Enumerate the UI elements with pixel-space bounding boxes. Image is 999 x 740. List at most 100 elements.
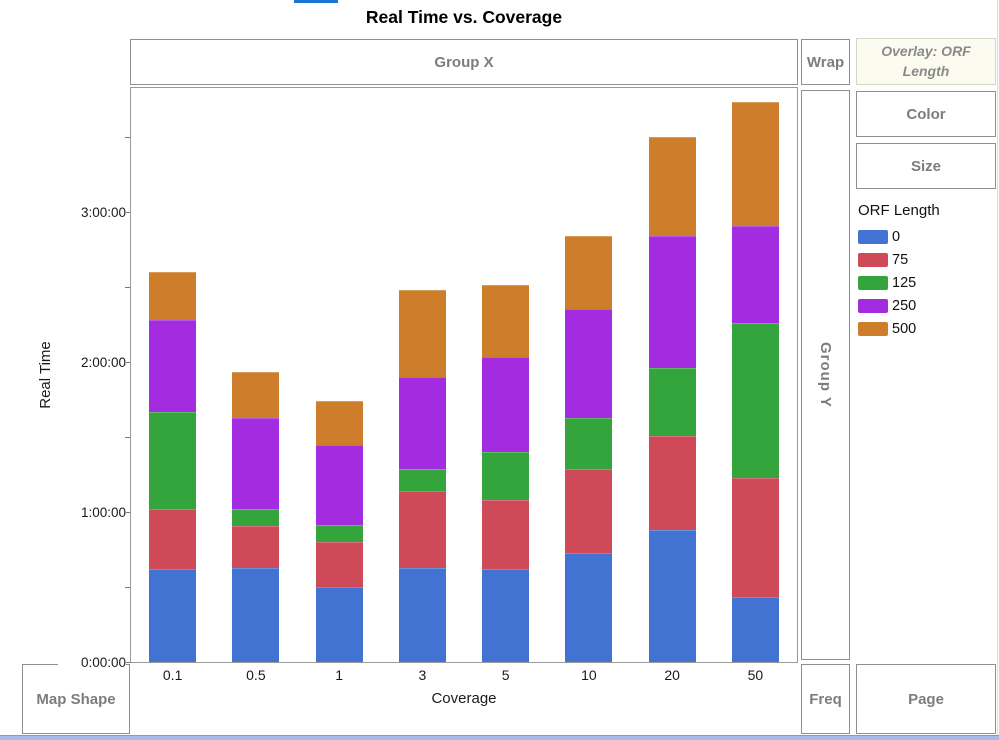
bar-segment-x1-orf250[interactable] <box>315 445 363 525</box>
bar-segment-x1-orf125[interactable] <box>315 524 363 543</box>
bar-segment-x0.5-orf250[interactable] <box>232 418 280 510</box>
bar-segment-x3-orf250[interactable] <box>398 376 446 469</box>
drop-zone-group-x-label: Group X <box>434 53 494 71</box>
legend-title: ORF Length <box>858 202 940 219</box>
y-tick-mark <box>122 661 130 663</box>
legend-swatch-75[interactable] <box>858 252 888 267</box>
bar-segment-x10-orf125[interactable] <box>565 418 613 469</box>
bar-segment-x10-orf0[interactable] <box>565 553 613 662</box>
bar-segment-x1-orf0[interactable] <box>315 587 363 662</box>
bar-segment-x1-orf500[interactable] <box>315 400 363 446</box>
y-minor-tick-mark <box>125 436 130 438</box>
drop-zone-group-y-label: Group Y <box>817 342 834 408</box>
bar-segment-x20-orf75[interactable] <box>648 435 696 531</box>
drop-zone-freq[interactable]: Freq <box>801 664 850 734</box>
x-tick-label: 0.5 <box>246 667 266 683</box>
bar-segment-x10-orf500[interactable] <box>565 236 613 310</box>
bar-segment-x3-orf500[interactable] <box>398 289 446 377</box>
drop-zone-color[interactable]: Color <box>856 91 996 137</box>
chart-title: Real Time vs. Coverage <box>365 7 563 27</box>
legend-item-label: 0 <box>892 228 901 245</box>
y-tick-label: 0:00:00 <box>58 652 126 672</box>
bar-segment-x5-orf75[interactable] <box>482 500 530 570</box>
y-axis-title: Real Time <box>37 341 54 409</box>
y-minor-tick-mark <box>125 286 130 288</box>
legend-swatch-125[interactable] <box>858 275 888 290</box>
drop-zone-freq-label: Freq <box>809 690 842 708</box>
x-tick-label: 5 <box>501 667 510 683</box>
legend-item-label: 250 <box>892 297 917 314</box>
bar-segment-x1-orf75[interactable] <box>315 542 363 588</box>
drop-zone-page[interactable]: Page <box>856 664 996 734</box>
drop-zone-group-x[interactable]: Group X <box>130 39 798 85</box>
bar-segment-x0.5-orf75[interactable] <box>232 526 280 569</box>
drop-zone-overlay-label: Overlay: ORF Length <box>881 42 971 79</box>
drop-zone-wrap-label: Wrap <box>806 53 845 71</box>
bar-segment-x3-orf125[interactable] <box>398 468 446 492</box>
bar-segment-x0.1-orf75[interactable] <box>149 509 197 570</box>
drop-zone-page-label: Page <box>908 690 944 708</box>
bar-segment-x20-orf250[interactable] <box>648 236 696 368</box>
bar-segment-x5-orf500[interactable] <box>482 285 530 358</box>
bar-segment-x0.5-orf0[interactable] <box>232 568 280 662</box>
bar-segment-x5-orf0[interactable] <box>482 569 530 662</box>
bar-segment-x0.5-orf125[interactable] <box>232 509 280 527</box>
y-tick-label: 3:00:00 <box>58 202 126 222</box>
legend-item-label: 500 <box>892 320 917 337</box>
y-tick-mark <box>122 511 130 513</box>
legend-item: 75 <box>858 248 996 271</box>
bar-segment-x0.1-orf250[interactable] <box>149 320 197 413</box>
y-tick-mark <box>122 361 130 363</box>
bar-segment-x3-orf75[interactable] <box>398 491 446 569</box>
x-tick-label: 20 <box>664 667 680 683</box>
bar-segment-x0.1-orf125[interactable] <box>149 412 197 510</box>
drop-zone-size[interactable]: Size <box>856 143 996 189</box>
x-tick-label: 10 <box>581 667 597 683</box>
x-axis-title: Coverage <box>431 690 497 707</box>
legend-item-label: 125 <box>892 274 917 291</box>
drop-zone-map-shape-label: Map Shape <box>36 690 116 708</box>
legend-swatch-0[interactable] <box>858 229 888 244</box>
y-tick-label: 1:00:00 <box>58 502 126 522</box>
x-tick-label: 1 <box>335 667 344 683</box>
y-tick-mark <box>122 211 130 213</box>
drop-zone-overlay[interactable]: Overlay: ORF Length <box>856 38 996 85</box>
drop-zone-map-shape[interactable]: Map Shape <box>22 664 130 734</box>
legend-item: 125 <box>858 271 996 294</box>
window-accent-bar <box>294 0 338 3</box>
window-bottom-strip <box>0 735 999 740</box>
window-right-border <box>997 0 998 735</box>
bar-segment-x20-orf500[interactable] <box>648 136 696 237</box>
bar-segment-x20-orf0[interactable] <box>648 530 696 662</box>
bar-segment-x50-orf75[interactable] <box>731 478 779 597</box>
bar-segment-x20-orf125[interactable] <box>648 367 696 436</box>
bar-segment-x10-orf250[interactable] <box>565 309 613 419</box>
y-minor-tick-mark <box>125 136 130 138</box>
y-minor-tick-mark <box>125 586 130 588</box>
drop-zone-wrap[interactable]: Wrap <box>801 39 850 85</box>
bar-segment-x50-orf0[interactable] <box>731 596 779 662</box>
bar-segment-x0.1-orf0[interactable] <box>149 569 197 662</box>
legend-swatch-500[interactable] <box>858 321 888 336</box>
bar-segment-x3-orf0[interactable] <box>398 568 446 662</box>
bar-segment-x0.5-orf500[interactable] <box>232 372 280 419</box>
legend-item-label: 75 <box>892 251 909 268</box>
plot-area[interactable] <box>130 87 798 663</box>
legend-item: 250 <box>858 294 996 317</box>
y-tick-label: 2:00:00 <box>58 352 126 372</box>
bar-segment-x0.1-orf500[interactable] <box>149 272 197 321</box>
drop-zone-size-label: Size <box>910 157 941 175</box>
drop-zone-group-y[interactable]: Group Y <box>801 90 850 660</box>
bar-segment-x5-orf125[interactable] <box>482 452 530 501</box>
bar-segment-x50-orf500[interactable] <box>731 101 779 226</box>
legend-item: 0 <box>858 225 996 248</box>
bar-segment-x50-orf250[interactable] <box>731 225 779 323</box>
bar-segment-x5-orf250[interactable] <box>482 357 530 453</box>
legend-item: 500 <box>858 317 996 340</box>
bar-segment-x50-orf125[interactable] <box>731 322 779 479</box>
bar-segment-x10-orf75[interactable] <box>565 468 613 554</box>
x-tick-label: 0.1 <box>162 667 183 683</box>
drop-zone-color-label: Color <box>906 105 946 123</box>
legend: ORF Length 0 75 125 250 500 <box>858 202 996 340</box>
legend-swatch-250[interactable] <box>858 298 888 313</box>
